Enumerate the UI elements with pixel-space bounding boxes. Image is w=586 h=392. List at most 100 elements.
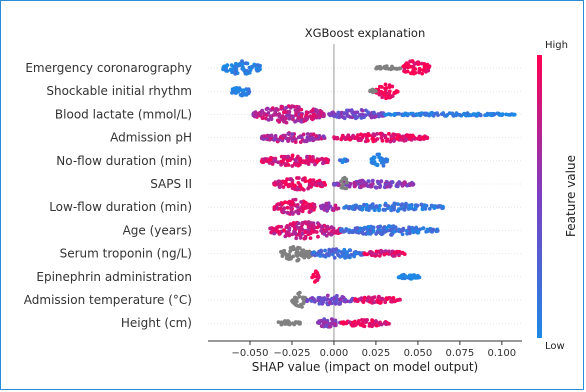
data-point bbox=[337, 115, 342, 120]
data-point bbox=[312, 202, 317, 207]
data-point bbox=[310, 108, 315, 113]
data-point bbox=[281, 185, 286, 189]
data-point bbox=[290, 138, 295, 143]
data-point bbox=[302, 300, 306, 304]
data-point bbox=[259, 109, 264, 114]
data-point bbox=[399, 229, 403, 234]
data-point bbox=[315, 274, 320, 278]
data-point bbox=[392, 201, 397, 206]
data-point bbox=[309, 209, 313, 214]
data-point bbox=[315, 158, 319, 163]
feature-label: Epinephrin administration bbox=[36, 270, 192, 284]
data-point bbox=[290, 164, 295, 168]
data-point bbox=[305, 135, 310, 140]
data-point bbox=[378, 66, 383, 71]
data-point bbox=[353, 113, 358, 118]
data-point bbox=[391, 227, 395, 231]
data-point bbox=[289, 177, 293, 181]
feature-labels: Emergency coronarography Shockable initia… bbox=[24, 61, 192, 330]
data-point bbox=[275, 202, 280, 207]
data-point bbox=[454, 111, 459, 115]
data-point bbox=[420, 207, 425, 212]
data-point bbox=[352, 184, 357, 189]
data-point bbox=[405, 134, 410, 138]
data-point bbox=[389, 232, 393, 237]
data-point bbox=[346, 254, 350, 259]
data-point bbox=[293, 295, 297, 300]
data-point bbox=[352, 180, 357, 185]
feature-label: Blood lactate (mmol/L) bbox=[55, 107, 192, 121]
data-point bbox=[327, 252, 332, 256]
data-point bbox=[301, 202, 305, 207]
data-point bbox=[367, 204, 372, 209]
data-point bbox=[371, 228, 375, 233]
data-point bbox=[413, 226, 418, 231]
data-point bbox=[313, 280, 317, 284]
x-tick-label: 0.025 bbox=[362, 348, 391, 359]
data-point bbox=[305, 132, 310, 136]
data-point bbox=[322, 113, 326, 118]
data-point bbox=[292, 183, 297, 188]
data-point bbox=[307, 158, 312, 163]
data-point bbox=[387, 131, 391, 136]
data-point bbox=[367, 179, 371, 184]
data-point bbox=[280, 254, 285, 258]
data-point bbox=[352, 254, 356, 259]
data-point bbox=[362, 202, 366, 207]
data-point bbox=[415, 203, 419, 208]
data-point bbox=[299, 200, 303, 204]
data-point bbox=[353, 251, 358, 255]
data-point bbox=[353, 297, 358, 301]
data-point bbox=[310, 275, 315, 280]
data-point bbox=[392, 91, 397, 95]
data-point bbox=[253, 112, 258, 117]
data-point bbox=[361, 323, 365, 328]
data-point bbox=[281, 201, 285, 206]
data-point bbox=[327, 300, 332, 305]
data-point bbox=[298, 140, 303, 145]
data-point bbox=[362, 252, 367, 256]
data-point bbox=[376, 225, 380, 229]
data-point bbox=[298, 207, 303, 212]
feature-label: Admission temperature (°C) bbox=[24, 293, 192, 307]
data-point bbox=[416, 273, 420, 278]
data-point bbox=[281, 158, 286, 162]
data-point bbox=[372, 133, 377, 138]
data-point bbox=[330, 249, 334, 254]
data-point bbox=[274, 112, 278, 117]
data-point bbox=[266, 118, 271, 122]
data-point bbox=[308, 132, 313, 137]
data-point bbox=[268, 114, 273, 119]
feature-label: Low-flow duration (min) bbox=[49, 200, 192, 214]
data-point bbox=[286, 163, 291, 167]
data-point bbox=[377, 92, 382, 97]
data-point bbox=[388, 184, 392, 189]
data-point bbox=[292, 203, 297, 208]
data-point bbox=[359, 296, 364, 300]
data-point bbox=[388, 112, 392, 117]
data-point bbox=[341, 321, 346, 326]
data-point bbox=[420, 226, 425, 231]
data-point bbox=[408, 182, 413, 187]
data-point bbox=[346, 205, 351, 210]
data-point bbox=[287, 182, 292, 187]
data-point bbox=[313, 162, 317, 167]
data-point bbox=[387, 321, 391, 326]
data-point bbox=[285, 205, 290, 210]
data-point bbox=[279, 105, 284, 110]
data-point bbox=[384, 158, 389, 162]
data-point bbox=[392, 112, 397, 117]
data-point bbox=[425, 112, 430, 117]
colorbar-low-label: Low bbox=[545, 341, 565, 352]
data-point bbox=[342, 206, 346, 210]
x-ticks: −0.050 −0.025 0.000 0.025 0.050 0.075 0.100 bbox=[231, 341, 516, 359]
data-point bbox=[399, 206, 404, 211]
data-point bbox=[341, 182, 345, 187]
data-point bbox=[397, 275, 402, 280]
data-point bbox=[300, 248, 305, 253]
feature-label: Age (years) bbox=[123, 223, 192, 237]
data-points bbox=[221, 59, 517, 329]
data-point bbox=[411, 182, 416, 187]
data-point bbox=[308, 236, 313, 241]
